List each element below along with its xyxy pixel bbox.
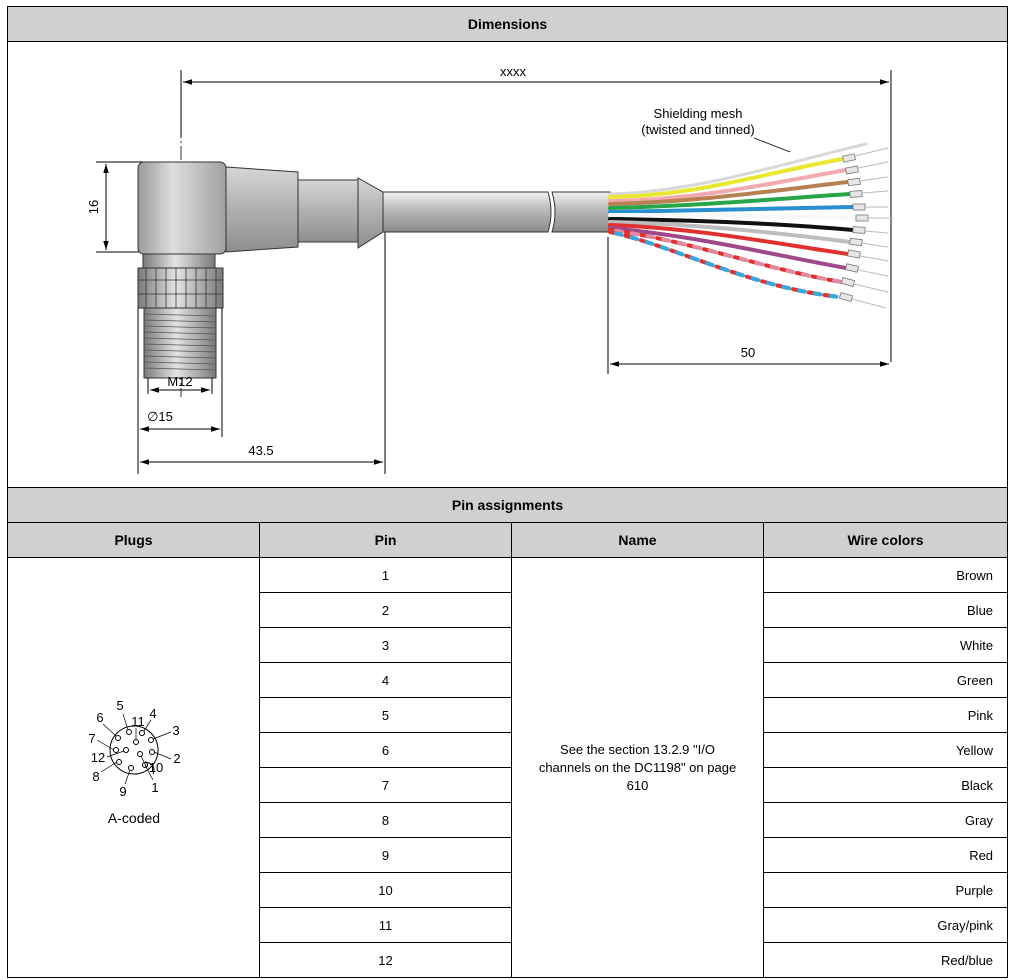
wire-color: Pink <box>762 697 1009 733</box>
wire-bundle <box>608 142 868 299</box>
wire-leads <box>851 147 893 309</box>
shield-callout: Shielding mesh (twisted and tinned) <box>641 106 791 153</box>
pin-number: 10 <box>259 872 512 908</box>
connector-length-label: 43.5 <box>248 443 273 458</box>
pin-number: 3 <box>259 627 512 663</box>
wire-color: White <box>762 627 1009 663</box>
table-row: 11 Gray/pink <box>8 907 1009 943</box>
plug-pin-5-label: 5 <box>116 698 123 713</box>
table-row: 8 Gray <box>8 802 1009 838</box>
column-header-pin: Pin <box>259 522 512 558</box>
length-label: xxxx <box>500 64 527 79</box>
name-description: See the section 13.2.9 "I/O channels on … <box>538 741 737 793</box>
wire-color: Red <box>762 837 1009 873</box>
plug-pin-11-label: 11 <box>131 714 145 729</box>
cable-dimension-drawing: xxxx 16 <box>86 64 893 474</box>
plug-pin-4-label: 4 <box>149 706 156 721</box>
wire-color: Gray <box>762 802 1009 838</box>
column-header-name: Name <box>511 522 764 558</box>
plug-cell: 1 2 3 4 5 6 7 8 9 10 11 12 A-coded <box>7 557 260 978</box>
wire-color: Black <box>762 767 1009 803</box>
wire-color: Green <box>762 662 1009 698</box>
strip-length-label: 50 <box>741 345 755 360</box>
pin-table-header-row: Plugs Pin Name Wire colors <box>7 522 1009 558</box>
pin-number: 1 <box>259 557 512 593</box>
plug-pin-7-label: 7 <box>88 731 95 746</box>
shield-label-line2: (twisted and tinned) <box>641 122 754 137</box>
plug-caption: A-coded <box>107 810 159 826</box>
pin-number: 6 <box>259 732 512 768</box>
diameter-dimension: ∅15 <box>137 308 223 437</box>
table-row: 9 Red <box>8 837 1009 873</box>
connector-length-dimension: 43.5 <box>137 232 386 474</box>
column-header-wire-colors: Wire colors <box>762 522 1009 558</box>
pin-number: 2 <box>259 592 512 628</box>
plug-pin-3-label: 3 <box>172 723 179 738</box>
datasheet-table: Dimensions <box>6 6 1009 978</box>
pin-number: 4 <box>259 662 512 698</box>
wire-color: Blue <box>762 592 1009 628</box>
name-cell: See the section 13.2.9 "I/O channels on … <box>511 557 764 978</box>
thread-label: M12 <box>167 374 192 389</box>
angled-connector <box>137 161 384 379</box>
dimensions-heading: Dimensions <box>6 6 1009 42</box>
table-row: 6 Yellow <box>8 732 1009 768</box>
shield-label-line1: Shielding mesh <box>654 106 743 121</box>
plug-pin-8-label: 8 <box>92 769 99 784</box>
pin-number: 9 <box>259 837 512 873</box>
plug-pin-6-label: 6 <box>96 710 103 725</box>
pin-number: 5 <box>259 697 512 733</box>
column-header-plugs: Plugs <box>7 522 260 558</box>
pin-number: 8 <box>259 802 512 838</box>
pin-assignments-heading: Pin assignments <box>6 487 1009 523</box>
plug-pin-10-label: 10 <box>148 760 162 775</box>
table-row: 1 2 3 4 5 6 7 8 9 10 11 12 A-coded 1 See… <box>7 557 1009 978</box>
overall-length-dimension: xxxx <box>180 64 892 362</box>
table-row: 2 Blue <box>8 592 1009 628</box>
wire-ferrules <box>838 153 869 303</box>
table-row: 12 Red/blue <box>8 942 1009 978</box>
dimension-drawing-cell: xxxx 16 <box>6 41 1009 488</box>
table-row: 3 White <box>8 627 1009 663</box>
cable-jacket <box>382 191 611 233</box>
plug-pin-12-label: 12 <box>90 750 104 765</box>
thread-dimension: M12 <box>147 374 213 394</box>
wire-color: Yellow <box>762 732 1009 768</box>
height-label: 16 <box>86 200 101 214</box>
plug-pin-2-label: 2 <box>173 751 180 766</box>
wire-color: Brown <box>762 557 1009 593</box>
a-coded-plug-diagram: 1 2 3 4 5 6 7 8 9 10 11 12 A-coded <box>88 698 180 826</box>
diameter-label: ∅15 <box>147 409 173 424</box>
table-row: 10 Purple <box>8 872 1009 908</box>
strip-length-dimension: 50 <box>607 237 889 374</box>
plug-pin-9-label: 9 <box>119 784 126 799</box>
dimensions-and-pins-table: Dimensions <box>6 6 1009 978</box>
wire-color: Red/blue <box>762 942 1009 978</box>
plug-pin-1-label: 1 <box>151 780 158 795</box>
pin-number: 12 <box>259 942 512 978</box>
wire-color: Gray/pink <box>762 907 1009 943</box>
pin-number: 11 <box>259 907 512 943</box>
wire-color: Purple <box>762 872 1009 908</box>
pin-number: 7 <box>259 767 512 803</box>
